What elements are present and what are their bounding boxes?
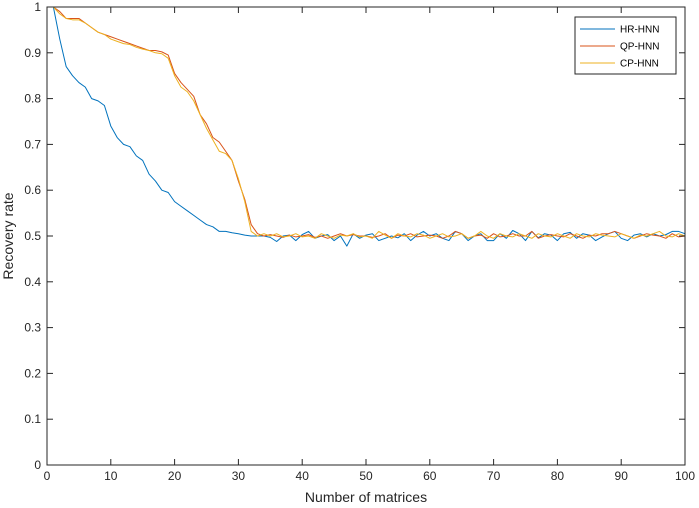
y-tick-label: 0 — [34, 458, 41, 472]
ticks-layer: 0 10 20 30 40 50 60 70 80 90 100 0 0.1 0.2 0.3 0.4 0.5 0.… — [24, 0, 695, 483]
y-axis-label: Recovery rate — [0, 192, 16, 279]
y-tick-label: 0.9 — [24, 46, 41, 60]
x-tick-label: 50 — [359, 469, 373, 483]
legend-label-qp-hnn: QP-HNN — [620, 42, 659, 53]
y-tick-label: 0.5 — [24, 229, 41, 243]
x-tick-label: 40 — [296, 469, 310, 483]
x-tick-label: 70 — [487, 469, 501, 483]
y-tick-label: 0.1 — [24, 412, 41, 426]
series-layer — [52, 6, 686, 247]
y-tick-label: 0.6 — [24, 183, 41, 197]
x-tick-label: 10 — [104, 469, 118, 483]
y-tick-label: 0.3 — [24, 321, 41, 335]
y-tick-label: 0.8 — [24, 92, 41, 106]
x-tick-label: 100 — [675, 469, 695, 483]
x-tick-label: 30 — [232, 469, 246, 483]
legend-label-cp-hnn: CP-HNN — [620, 59, 659, 70]
series-line-hr-hnn — [52, 6, 686, 247]
x-tick-label: 60 — [423, 469, 437, 483]
x-tick-label: 80 — [551, 469, 565, 483]
y-tick-label: 0.4 — [24, 275, 41, 289]
x-tick-label: 20 — [168, 469, 182, 483]
x-tick-label: 90 — [615, 469, 629, 483]
legend: HR-HNN QP-HNN CP-HNN — [574, 16, 677, 75]
x-tick-label: 0 — [44, 469, 51, 483]
legend-label-hr-hnn: HR-HNN — [620, 25, 659, 36]
axes-box — [46, 6, 686, 466]
y-tick-label: 0.7 — [24, 137, 41, 151]
x-axis-label: Number of matrices — [305, 489, 427, 505]
y-tick-label: 0.2 — [24, 366, 41, 380]
series-line-cp-hnn — [53, 6, 686, 239]
y-tick-label: 1 — [34, 0, 41, 14]
